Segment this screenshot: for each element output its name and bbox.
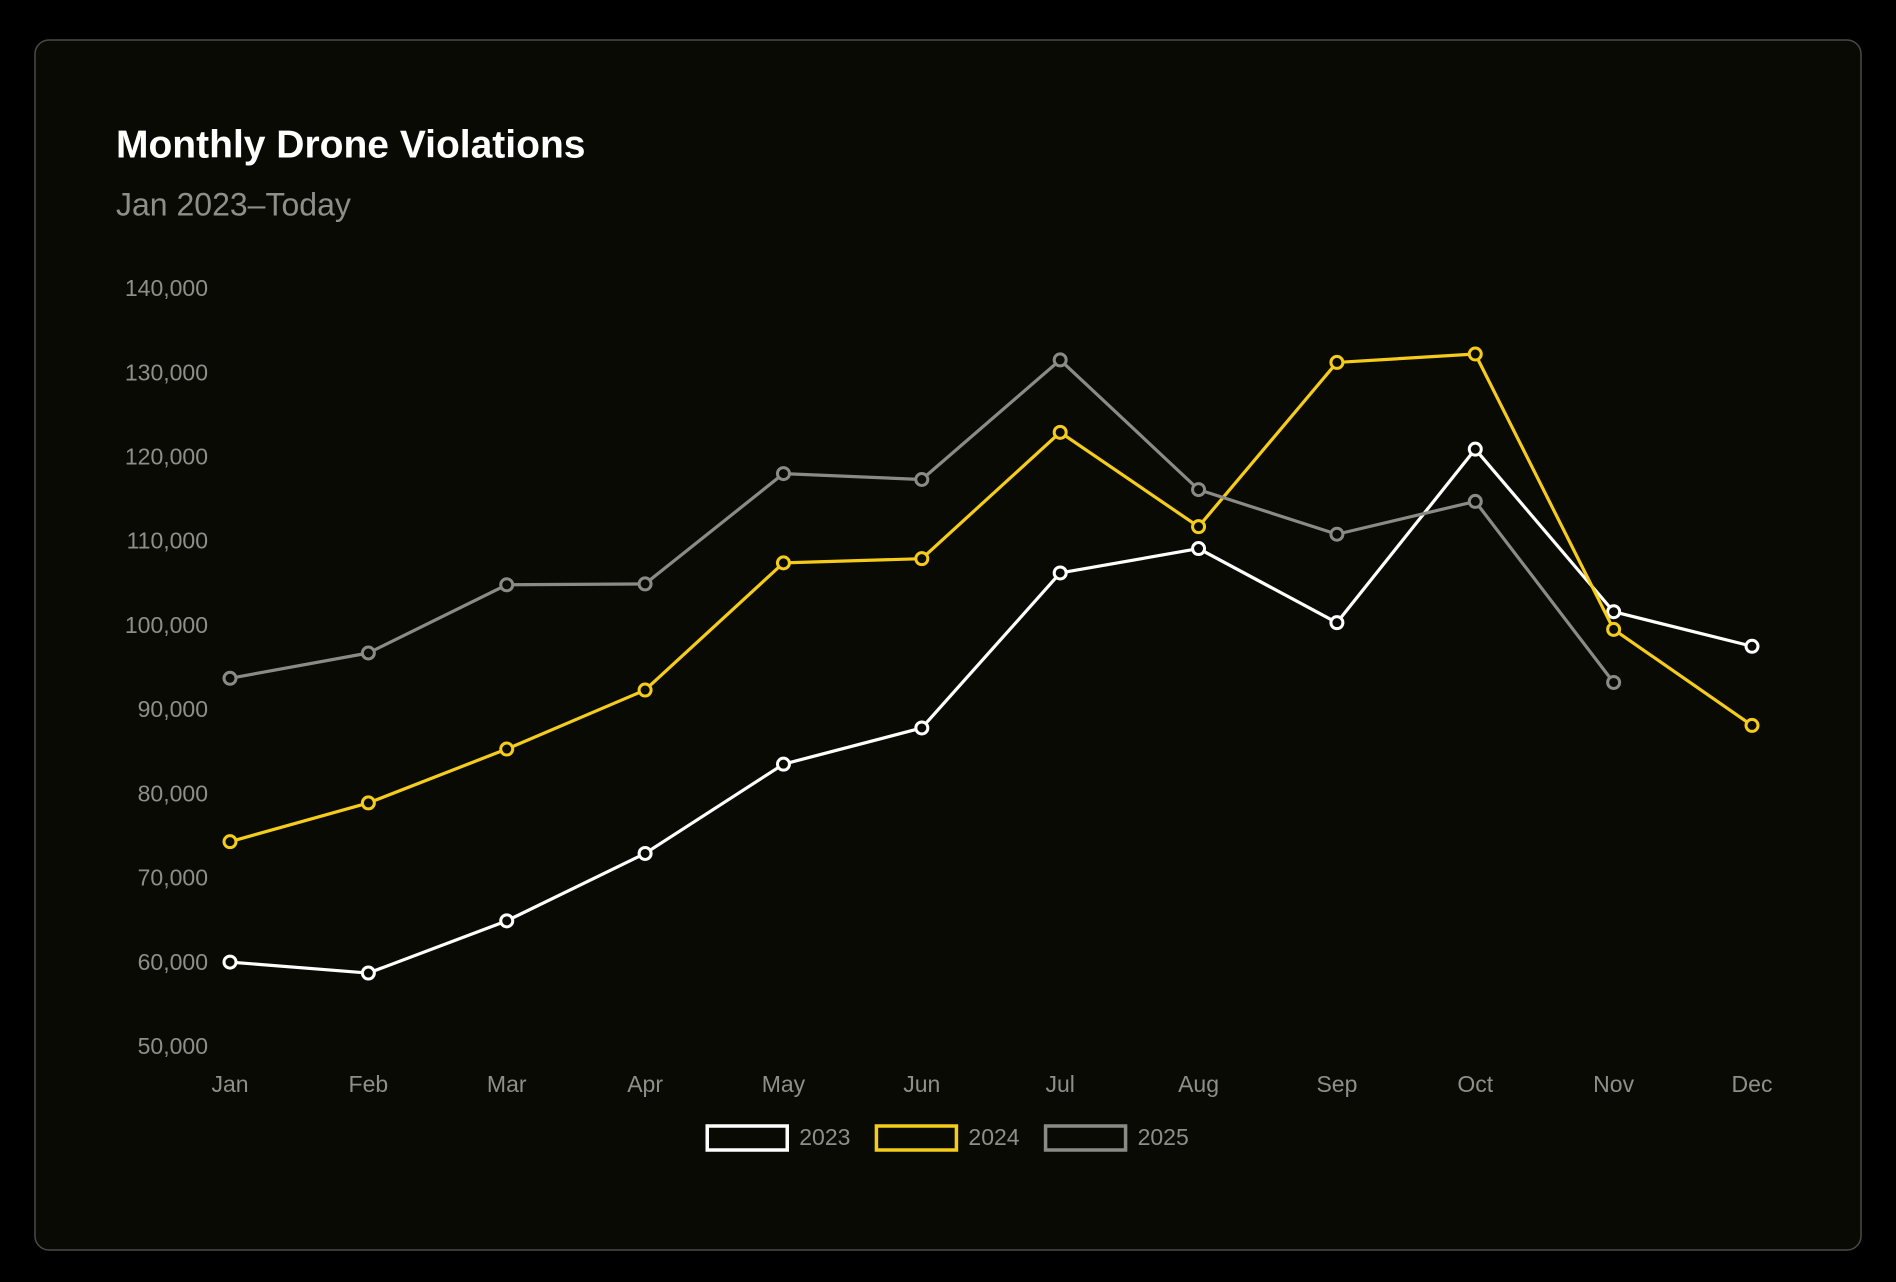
legend-swatch (1043, 1124, 1128, 1152)
data-point (1329, 526, 1345, 542)
y-tick-label: 90,000 (138, 696, 208, 722)
data-point (1467, 346, 1483, 362)
data-point (360, 795, 376, 811)
data-point (1329, 354, 1345, 370)
legend: 2023 2024 2025 (705, 1124, 1189, 1152)
x-tick-label: Aug (1178, 1071, 1219, 1097)
data-point (1467, 493, 1483, 509)
x-tick-label: Sep (1316, 1071, 1357, 1097)
x-tick-label: Jun (903, 1071, 940, 1097)
data-point (914, 551, 930, 567)
data-point (775, 555, 791, 571)
data-point (1052, 352, 1068, 368)
x-tick-label: Jan (211, 1071, 248, 1097)
legend-label: 2023 (799, 1124, 850, 1150)
y-tick-label: 60,000 (138, 949, 208, 975)
y-tick-label: 80,000 (138, 780, 208, 806)
y-tick-label: 50,000 (138, 1033, 208, 1059)
data-point (637, 845, 653, 861)
legend-swatch (874, 1124, 959, 1152)
y-tick-label: 120,000 (125, 444, 208, 470)
data-point (1606, 674, 1622, 690)
data-point (1191, 482, 1207, 498)
legend-label: 2024 (968, 1124, 1019, 1150)
series-line (229, 447, 1753, 975)
y-tick-label: 110,000 (127, 528, 208, 554)
data-point (1191, 541, 1207, 557)
x-tick-label: Apr (627, 1071, 663, 1097)
data-point (360, 965, 376, 981)
data-point (1744, 638, 1760, 654)
y-tick-label: 100,000 (125, 612, 208, 638)
data-point (1052, 424, 1068, 440)
data-point (637, 682, 653, 698)
data-point (222, 834, 238, 850)
data-point (1606, 604, 1622, 620)
data-point (775, 466, 791, 482)
data-point (360, 645, 376, 661)
chart-title: Monthly Drone Violations (116, 123, 585, 166)
x-tick-label: Mar (487, 1071, 527, 1097)
x-tick-label: Nov (1593, 1071, 1634, 1097)
x-tick-label: Feb (349, 1071, 389, 1097)
data-point (499, 577, 515, 593)
data-point (914, 472, 930, 487)
x-tick-label: Dec (1732, 1071, 1773, 1097)
data-point (499, 741, 515, 757)
series-line (229, 352, 1753, 844)
data-point (1606, 621, 1622, 637)
data-point (222, 670, 238, 686)
data-point (1744, 717, 1760, 733)
chart-subtitle: Jan 2023–Today (116, 186, 351, 222)
data-point (1052, 565, 1068, 581)
data-point (1329, 615, 1345, 631)
data-point (637, 576, 653, 592)
y-tick-label: 70,000 (138, 865, 208, 891)
y-tick-label: 130,000 (125, 359, 208, 385)
x-tick-label: Oct (1457, 1071, 1493, 1097)
data-point (222, 954, 238, 970)
x-tick-label: Jul (1045, 1071, 1074, 1097)
data-point (499, 913, 515, 929)
data-point (914, 720, 930, 736)
legend-label: 2025 (1138, 1124, 1189, 1150)
data-point (1467, 441, 1483, 457)
y-tick-label: 140,000 (125, 275, 208, 301)
legend-swatch (705, 1124, 789, 1152)
card (34, 39, 1862, 1251)
x-tick-label: May (762, 1071, 806, 1097)
data-point (1191, 519, 1207, 535)
data-point (775, 756, 791, 772)
